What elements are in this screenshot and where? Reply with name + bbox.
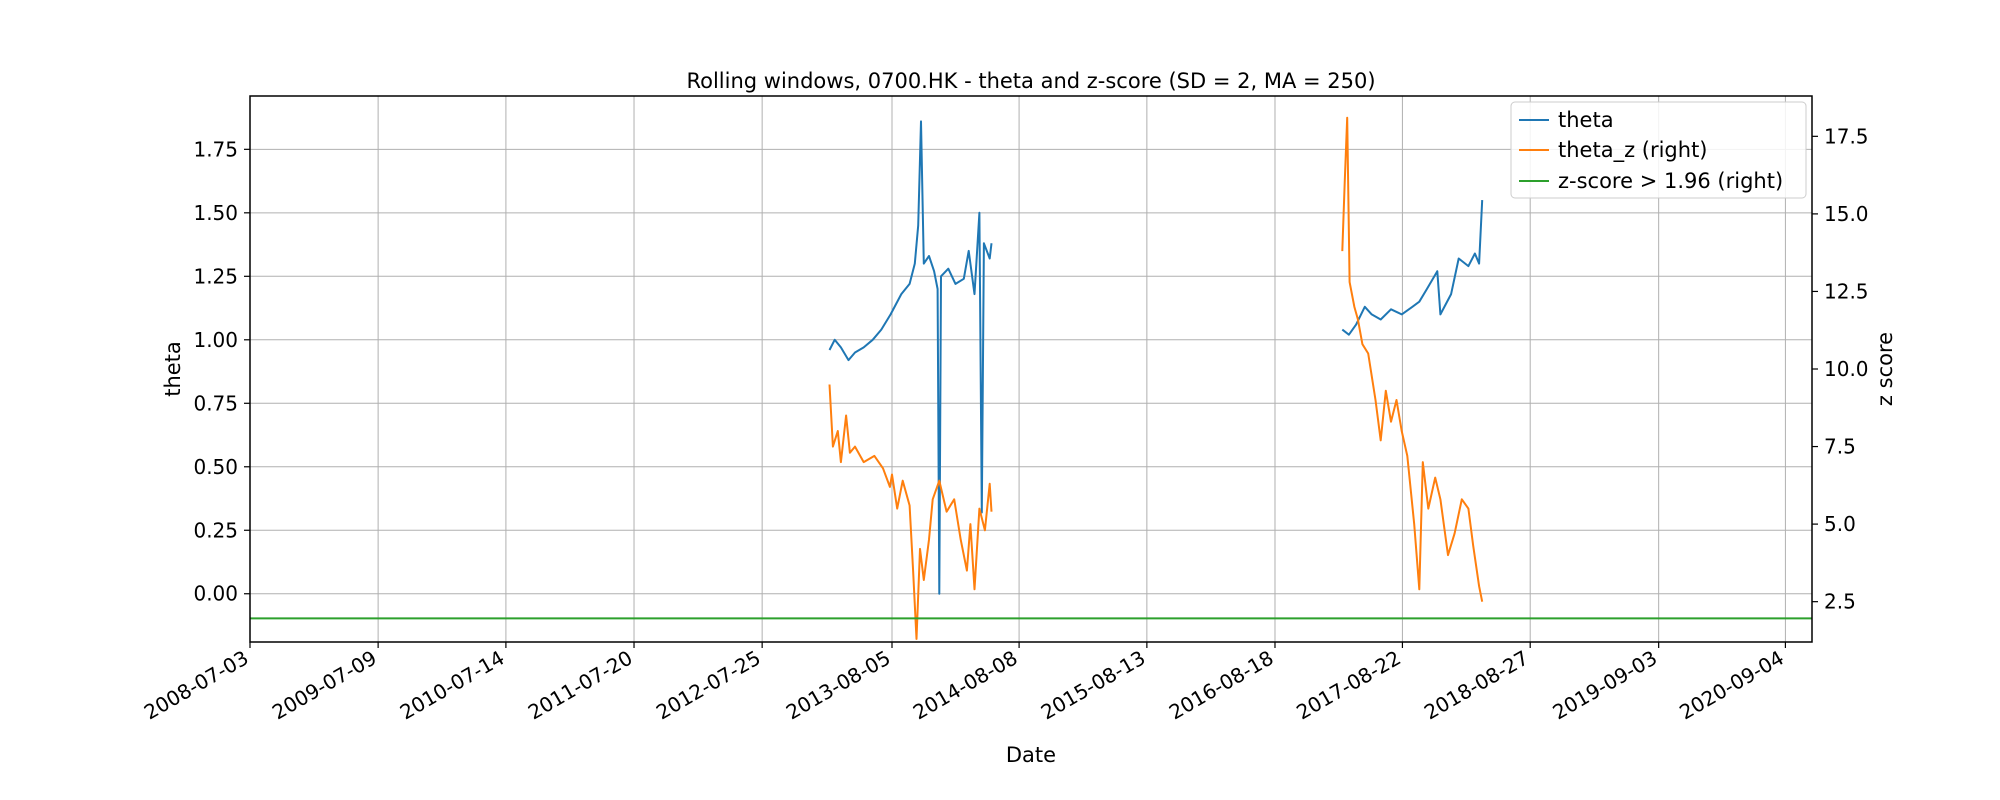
legend-label-theta-z: theta_z (right)	[1558, 138, 1708, 163]
legend-box	[1510, 101, 1807, 199]
series-line-theta-z-right	[828, 384, 993, 640]
x-tick-label: 2020-09-04	[1675, 646, 1788, 725]
y-right-tick-label: 17.5	[1824, 124, 1869, 148]
y-tick-label: 0.00	[193, 582, 238, 606]
legend-label-z-threshold: z-score > 1.96 (right)	[1558, 169, 1783, 193]
x-tick-label: 2016-08-18	[1165, 646, 1278, 725]
x-tick-label: 2013-08-05	[782, 646, 895, 725]
y-tick-label: 1.75	[193, 137, 238, 161]
legend-label-theta: theta	[1558, 108, 1614, 132]
x-tick-label: 2009-07-09	[268, 646, 381, 725]
y-tick-label: 1.25	[193, 264, 238, 288]
y-right-tick-label: 2.5	[1824, 590, 1856, 614]
y-axis-left: 0.00 0.25 0.50 0.75 1.00 1.25 1.50 1.75	[193, 137, 250, 606]
x-tick-label: 2018-08-27	[1420, 646, 1533, 725]
chart-title: Rolling windows, 0700.HK - theta and z-s…	[686, 69, 1375, 93]
series-line-theta	[1341, 200, 1484, 336]
y-tick-label: 0.50	[193, 455, 238, 479]
y-tick-label: 0.75	[193, 391, 238, 415]
y-right-tick-label: 5.0	[1824, 512, 1856, 536]
x-tick-label: 2017-08-22	[1292, 646, 1405, 725]
y-tick-label: 1.00	[193, 328, 238, 352]
x-tick-label: 2014-08-08	[909, 646, 1022, 725]
x-tick-label: 2015-08-13	[1037, 646, 1150, 725]
x-tick-label: 2010-07-14	[396, 646, 509, 725]
y-right-tick-label: 10.0	[1824, 357, 1869, 381]
plot-series	[250, 116, 1812, 640]
x-tick-label: 2011-07-20	[524, 646, 637, 725]
series-line-theta	[828, 120, 993, 595]
y-right-tick-label: 15.0	[1824, 202, 1869, 226]
y-right-tick-label: 12.5	[1824, 279, 1869, 303]
y-tick-label: 0.25	[193, 518, 238, 542]
x-axis: 2008-07-03 2009-07-09 2010-07-14 2011-07-20…	[140, 642, 1788, 724]
series-line-theta-z-right	[1341, 116, 1484, 602]
y-axis-right-title: z score	[1873, 332, 1897, 406]
y-right-tick-label: 7.5	[1824, 435, 1856, 459]
x-tick-label: 2008-07-03	[140, 646, 253, 725]
legend: theta theta_z (right) z-score > 1.96 (ri…	[1510, 101, 1807, 199]
y-tick-label: 1.50	[193, 201, 238, 225]
x-tick-label: 2019-09-03	[1549, 646, 1662, 725]
x-tick-label: 2012-07-25	[652, 646, 765, 725]
y-axis-title: theta	[161, 341, 185, 397]
y-axis-right: 2.5 5.0 7.5 10.0 12.5 15.0 17.5	[1812, 124, 1869, 614]
x-axis-title: Date	[1006, 743, 1056, 767]
